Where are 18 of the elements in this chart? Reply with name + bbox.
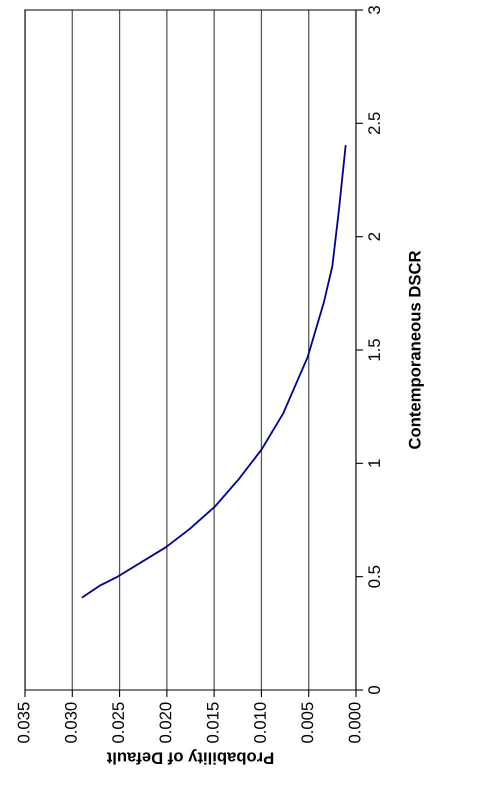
y-tick-label: 3 [368, 6, 380, 14]
y-tick-label: 2.5 [368, 112, 380, 134]
x-tick-label: 0.035 [18, 702, 30, 743]
y-tick-label: 2 [368, 232, 380, 240]
x-tick-label: 0.020 [160, 702, 172, 743]
line-series [82, 145, 346, 598]
y-axis-title: Contemporaneous DSCR [408, 250, 424, 449]
x-axis-title: Probability of Default [106, 749, 274, 765]
x-tick-label: 0.025 [112, 702, 124, 743]
x-tick-label: 0.005 [301, 702, 314, 743]
x-tick-label: 0.000 [348, 702, 360, 743]
y-tick-label: 1.5 [368, 339, 380, 360]
x-tick-label: 0.015 [206, 702, 219, 743]
x-tick-label: 0.030 [64, 702, 77, 743]
y-tick-label: 0 [368, 686, 380, 694]
y-tick-label: 1 [368, 460, 380, 467]
x-tick-label: 0.010 [254, 702, 266, 743]
y-tick-label: 0.5 [368, 566, 380, 588]
